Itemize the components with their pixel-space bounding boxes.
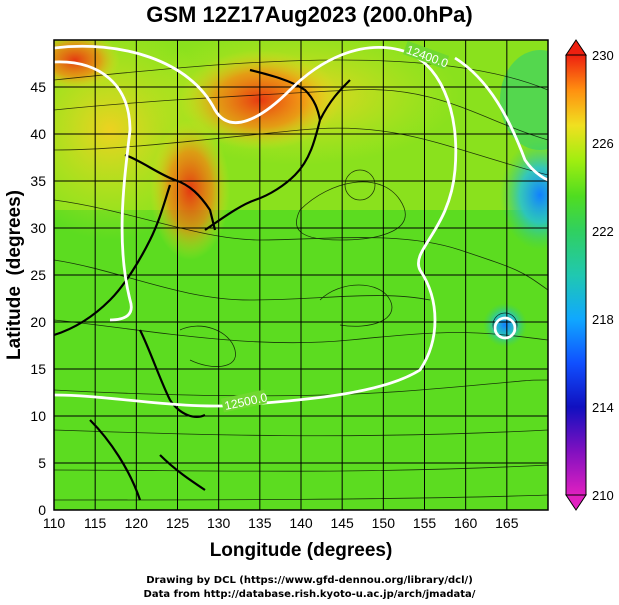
longitude-tick-label: 155 xyxy=(413,515,437,531)
colorbar-tick-label: 210 xyxy=(592,488,614,503)
contour-low-center xyxy=(493,316,517,340)
longitude-tick-label: 140 xyxy=(289,515,313,531)
longitude-tick-label: 150 xyxy=(372,515,396,531)
colorbar-lower-arrow xyxy=(565,494,587,511)
colorbar: 230 226 222 218 214 210 xyxy=(565,39,614,511)
longitude-tick-label: 125 xyxy=(166,515,190,531)
colorbar-tick-label: 230 xyxy=(592,48,614,63)
credit-data: Data from http://database.rish.kyoto-u.a… xyxy=(143,589,476,600)
colorbar-upper-arrow xyxy=(565,39,587,56)
latitude-tick-label: 15 xyxy=(30,361,46,377)
height-contours xyxy=(54,44,548,408)
longitude-tick-label: 145 xyxy=(330,515,354,531)
contour-right xyxy=(454,56,548,182)
latitude-tick-label: 0 xyxy=(38,502,46,518)
contour-lower-left xyxy=(54,60,133,322)
latitude-tick-label: 5 xyxy=(38,455,46,471)
longitude-tick-label: 110 xyxy=(43,515,66,531)
contour-12400 xyxy=(54,44,458,408)
colorbar-tick-label: 226 xyxy=(592,136,614,151)
plot-frame xyxy=(53,39,549,511)
latitude-tick-label: 10 xyxy=(30,408,46,424)
longitude-tick-label: 165 xyxy=(495,515,519,531)
colorbar-tick-label: 222 xyxy=(592,224,614,239)
longitude-tick-label: 115 xyxy=(84,515,107,531)
latitude-tick-label: 45 xyxy=(30,79,46,95)
longitude-tick-label: 160 xyxy=(454,515,478,531)
latitude-tick-label: 25 xyxy=(30,267,46,283)
longitude-tick-label: 130 xyxy=(207,515,231,531)
map-figure: 12400.0 12500.0 110 115 120 125 130 135 140 145… xyxy=(4,39,614,561)
colorbar-body xyxy=(565,54,587,496)
colorbar-tick-label: 218 xyxy=(592,312,614,327)
longitude-tick-label: 120 xyxy=(125,515,149,531)
x-axis-label: Longitude (degrees) xyxy=(210,540,393,561)
latitude-tick-label: 40 xyxy=(30,126,46,142)
latitude-tick-label: 20 xyxy=(30,314,46,330)
longitude-tick-labels: 110 115 120 125 130 135 140 145 150 155 160 165 xyxy=(43,515,519,531)
longitude-tick-label: 135 xyxy=(248,515,272,531)
streamlines xyxy=(54,59,548,501)
y-axis-label: Latitude (degrees) xyxy=(4,190,25,360)
page-title: GSM 12Z17Aug2023 (200.0hPa) xyxy=(146,2,473,27)
latitude-tick-labels: 0 5 10 15 20 25 30 35 40 45 xyxy=(30,79,46,518)
credit-drawing: Drawing by DCL (https://www.gfd-dennou.o… xyxy=(146,575,473,586)
latitude-tick-label: 30 xyxy=(30,220,46,236)
colorbar-tick-label: 214 xyxy=(592,400,614,415)
latitude-tick-label: 35 xyxy=(30,173,46,189)
